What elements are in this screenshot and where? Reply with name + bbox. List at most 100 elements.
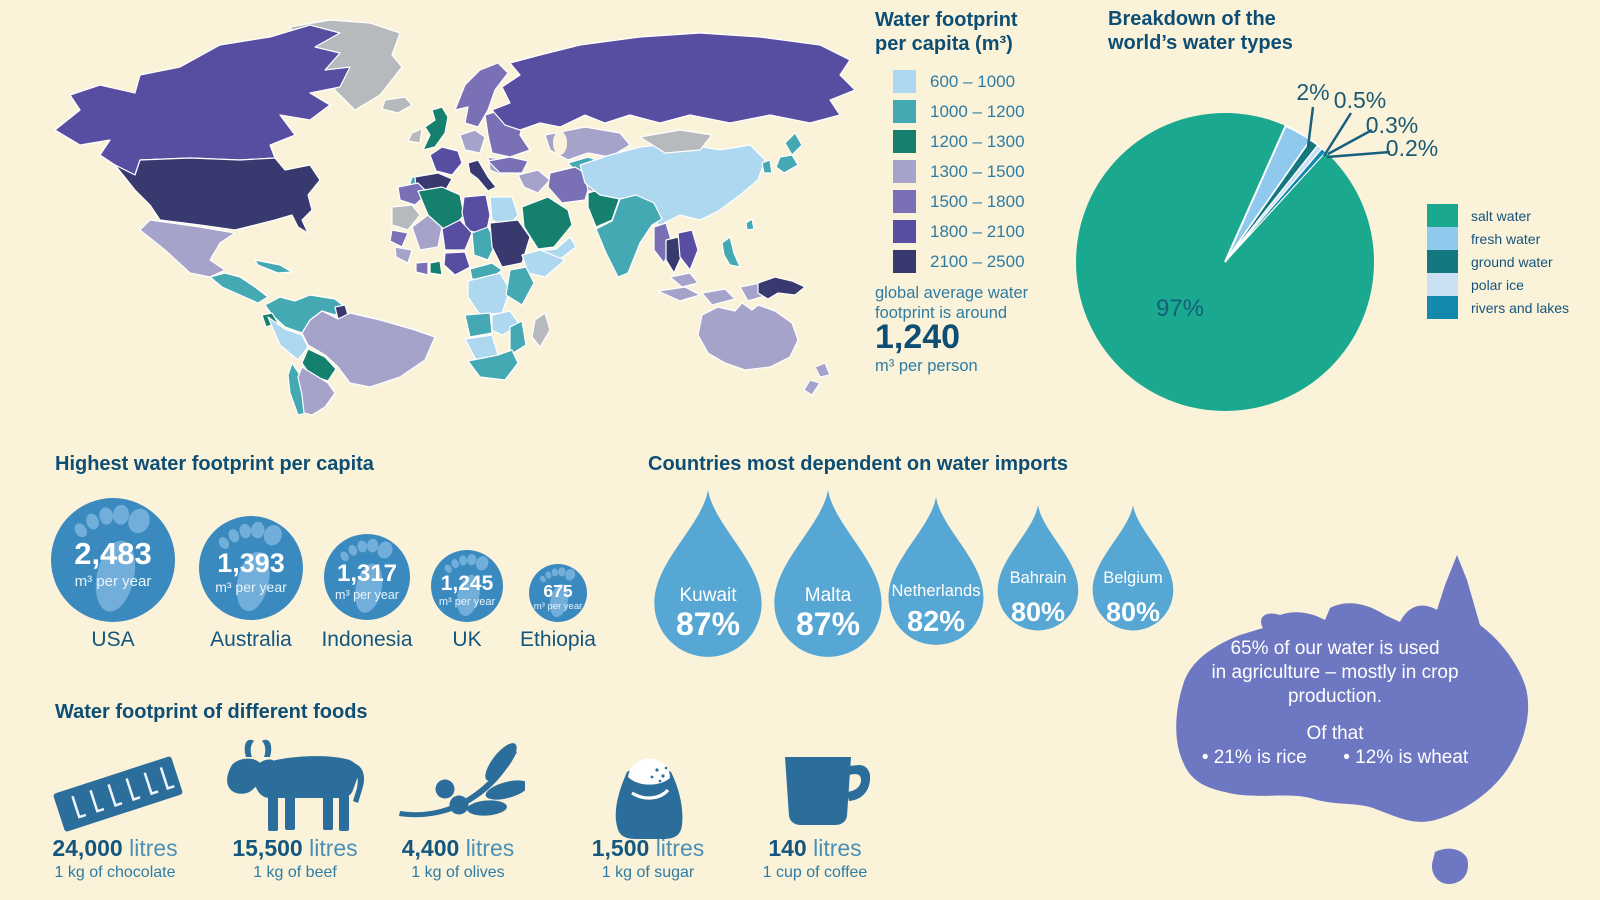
footprint-unit: m³ per year (75, 573, 152, 590)
drop-percent: 87% (796, 606, 860, 642)
pie-legend-label: salt water (1471, 207, 1531, 224)
footprint-item-uk: 1,245 m³ per year UK (431, 550, 503, 651)
map-region-ghana (429, 260, 443, 276)
food-caption: 1 cup of coffee (762, 864, 868, 881)
legend-label: 2100 – 2500 (930, 251, 1025, 271)
map-caspian-sea (553, 131, 567, 155)
pie-legend-label: polar ice (1471, 276, 1524, 293)
map-region-chad (471, 226, 497, 261)
global-average-unit: m³ per person (875, 357, 978, 375)
footprint-value: 1,393 (217, 548, 285, 578)
map-region-argentina (297, 366, 336, 416)
water-types-pie-chart: 2% 0.5% 0.3% 0.2% 97% (1076, 79, 1438, 411)
pie-legend-item: salt water (1427, 204, 1569, 227)
map-region-guinea (394, 246, 413, 264)
callout-line-fresh (1306, 106, 1315, 148)
legend-label: 1000 – 1200 (930, 101, 1025, 121)
food-caption: 1 kg of beef (253, 864, 337, 881)
footprint-unit: m³ per year (439, 596, 496, 608)
pie-legend-swatch (1427, 204, 1458, 227)
drop-country: Netherlands (892, 582, 981, 600)
footprint-country: Indonesia (321, 628, 412, 651)
map-region-india (595, 194, 663, 278)
australia-fact-line: in agriculture – mostly in crop (1211, 661, 1459, 683)
water-imports-drops-chart: Kuwait 87% Malta 87% Netherlands 82% Bah… (654, 490, 1174, 657)
map-region-thailand (665, 236, 683, 274)
map-region-indochina (677, 229, 699, 271)
map-region-philippines (721, 236, 741, 268)
map-region-usa (114, 157, 321, 234)
map-region-ivory-coast (415, 261, 429, 276)
footprint-country: USA (91, 628, 134, 651)
map-region-turkey (487, 156, 529, 174)
pie-label-salt: 97% (1156, 295, 1204, 322)
map-legend-title: Water footprint per capita (m³) (875, 9, 1018, 55)
australia-tasmania (1431, 848, 1469, 884)
footprint-unit: m³ per year (534, 601, 583, 612)
imports-title: Countries most dependent on water import… (648, 453, 1069, 475)
food-value: 15,500 litres (232, 835, 358, 861)
legend-swatch (893, 250, 916, 273)
legend-item: 1000 – 1200 (893, 100, 1025, 123)
legend-label: 1500 – 1800 (930, 191, 1025, 211)
australia-fact-line: 65% of our water is used (1230, 638, 1440, 659)
footprint-item-australia: 1,393 m³ per year Australia (199, 516, 303, 651)
map-region-mali (411, 214, 443, 251)
drop-percent: 80% (1106, 597, 1160, 627)
pie-legend-swatch (1427, 273, 1458, 296)
pie-legend-swatch (1427, 227, 1458, 250)
food-value: 24,000 litres (52, 835, 178, 861)
drop-percent: 82% (907, 606, 965, 638)
legend-label: 1800 – 2100 (930, 221, 1025, 241)
legend-label: 600 – 1000 (930, 71, 1016, 91)
map-region-russia (491, 32, 856, 131)
map-region-indonesia (657, 282, 769, 306)
pie-legend-item: polar ice (1427, 273, 1569, 296)
legend-item: 1500 – 1800 (893, 190, 1025, 213)
legend-item: 1800 – 2100 (893, 220, 1025, 243)
footprint-unit: m³ per year (335, 588, 399, 602)
callout-line-polar (1327, 128, 1373, 156)
pie-legend-label: fresh water (1471, 230, 1541, 247)
map-region-france (429, 146, 463, 176)
australia-bullet-wheat: • 12% is wheat (1343, 747, 1469, 768)
map-region-papua-new-guinea (757, 276, 806, 300)
coffee-mug-icon (785, 757, 870, 825)
map-region-mongolia (639, 129, 713, 154)
map-region-peru (267, 316, 309, 361)
drop-country: Belgium (1103, 569, 1163, 587)
food-caption: 1 kg of chocolate (54, 864, 176, 881)
map-region-korea (761, 159, 773, 174)
foods-title: Water footprint of different foods (55, 701, 368, 723)
map-region-drc (467, 272, 511, 316)
sugar-sack-icon (615, 758, 683, 839)
drop-country: Bahrain (1010, 569, 1067, 587)
map-region-central-europe (459, 129, 486, 154)
pie-legend-label: rivers and lakes (1471, 299, 1570, 316)
map-region-mauritania (391, 204, 421, 231)
footprint-value: 675 (543, 581, 572, 601)
australia-bullet-rice: • 21% is rice (1201, 747, 1307, 768)
footprint-unit: m³ per year (215, 579, 287, 595)
australia-mainland (1176, 555, 1529, 822)
drop-country: Malta (805, 585, 852, 606)
map-region-italy (467, 159, 497, 192)
pie-legend: salt water fresh water ground water pola… (1427, 204, 1569, 319)
legend-swatch (893, 70, 916, 93)
legend-label: 1200 – 1300 (930, 131, 1025, 151)
legend-swatch (893, 130, 916, 153)
footprints-title: Highest water footprint per capita (55, 453, 374, 475)
food-value: 140 litres (768, 835, 862, 861)
footprint-item-indonesia: 1,317 m³ per year Indonesia (321, 534, 413, 651)
legend-label: 1300 – 1500 (930, 161, 1025, 181)
map-region-cuba (254, 259, 293, 274)
food-value: 1,500 litres (591, 835, 705, 861)
map-region-niger (441, 219, 473, 251)
footprint-item-usa: 2,483 m³ per year USA (51, 498, 175, 651)
pie-label-fresh: 2% (1296, 79, 1329, 105)
legend-item: 1200 – 1300 (893, 130, 1025, 153)
map-legend: 600 – 1000 1000 – 1200 1200 – 1300 1300 … (893, 70, 1025, 280)
world-choropleth-map (54, 19, 856, 416)
legend-item: 2100 – 2500 (893, 250, 1025, 273)
pie-legend-item: rivers and lakes (1427, 296, 1569, 319)
